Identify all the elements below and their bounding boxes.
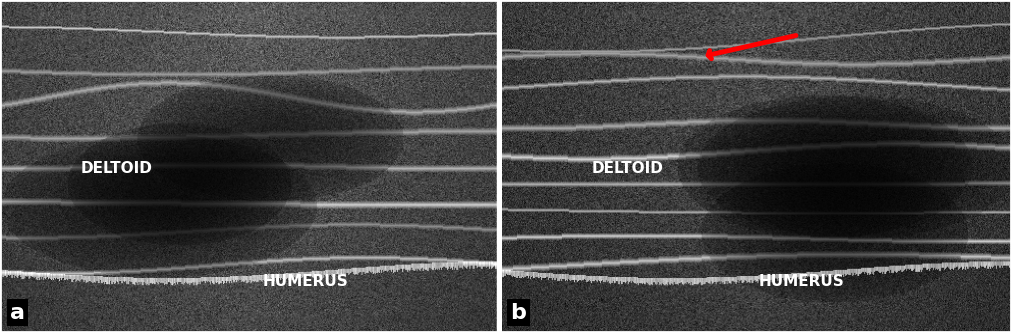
Text: a: a [10,303,25,323]
Text: DELTOID: DELTOID [81,161,153,176]
Text: HUMERUS: HUMERUS [758,274,844,289]
Text: b: b [511,303,527,323]
Text: HUMERUS: HUMERUS [263,274,349,289]
Text: DELTOID: DELTOID [591,161,663,176]
